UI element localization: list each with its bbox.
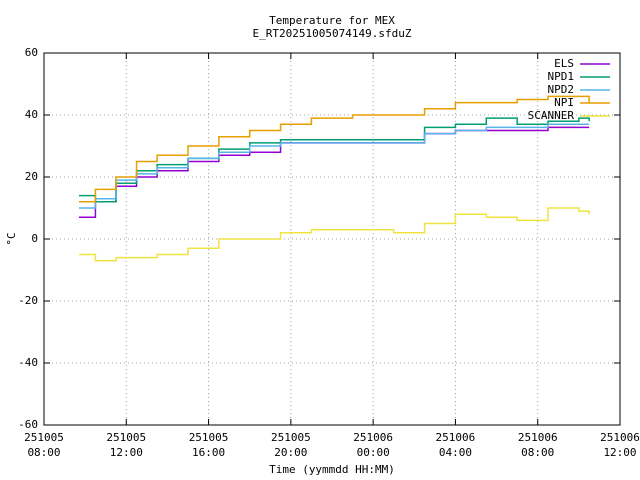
- legend-label: SCANNER: [528, 109, 575, 122]
- y-tick-label: 20: [25, 170, 38, 183]
- series-line: [78, 126, 590, 219]
- x-tick-label: 251006 12:00: [600, 431, 640, 459]
- y-tick-label: 40: [25, 108, 38, 121]
- y-tick-label: 0: [31, 232, 38, 245]
- x-tick-label: 251005 12:00: [106, 431, 146, 459]
- x-tick-label: 251005 08:00: [24, 431, 64, 459]
- chart-subtitle: E_RT20251005074149.sfduZ: [253, 27, 412, 40]
- y-axis-label: °C: [5, 232, 18, 245]
- series-line: [78, 95, 590, 203]
- plot-frame: [43, 52, 621, 426]
- y-tick-label: -20: [18, 294, 38, 307]
- legend-label: NPD1: [548, 70, 575, 83]
- legend-label: NPI: [554, 96, 574, 109]
- x-axis-label: Time (yymmdd HH:MM): [269, 463, 395, 476]
- series-line: [78, 123, 590, 209]
- y-tick-label: -60: [18, 418, 38, 431]
- y-tick-label: -40: [18, 356, 38, 369]
- x-tick-label: 251005 16:00: [189, 431, 229, 459]
- series-line: [78, 207, 590, 262]
- y-tick-label: 60: [25, 46, 38, 59]
- x-tick-label: 251005 20:00: [271, 431, 311, 459]
- x-tick-label: 251006 00:00: [353, 431, 393, 459]
- legend-label: NPD2: [548, 83, 575, 96]
- legend-label: ELS: [554, 57, 574, 70]
- x-tick-label: 251006 04:00: [436, 431, 476, 459]
- chart-title: Temperature for MEX: [269, 14, 395, 27]
- x-tick-label: 251006 08:00: [518, 431, 558, 459]
